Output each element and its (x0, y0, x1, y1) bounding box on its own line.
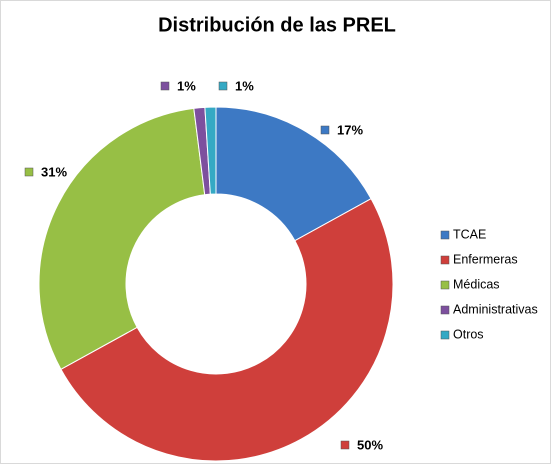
data-label: 31% (41, 164, 67, 179)
label-marker (218, 81, 228, 91)
legend-swatch (440, 280, 450, 290)
label-marker (340, 440, 350, 450)
legend-label: Médicas (453, 277, 500, 291)
data-label: 50% (357, 437, 383, 452)
legend-label: TCAE (453, 227, 486, 241)
donut-segment (60, 198, 394, 462)
label-marker (24, 167, 34, 177)
legend-swatch (440, 305, 450, 315)
chart-title: Distribución de las PREL (158, 14, 396, 36)
legend-swatch (440, 255, 450, 265)
legend-label: Enfermeras (453, 252, 518, 266)
legend-label: Administrativas (453, 302, 538, 316)
label-marker (320, 125, 330, 135)
legend-label: Otros (453, 327, 484, 341)
legend-swatch (440, 330, 450, 340)
data-label: 1% (177, 78, 196, 93)
donut-segment (204, 106, 217, 195)
donut-segment (215, 106, 372, 242)
data-label: 17% (337, 122, 363, 137)
data-label: 1% (235, 78, 254, 93)
label-marker (160, 81, 170, 91)
legend-swatch (440, 230, 450, 240)
donut-segment (38, 107, 206, 370)
